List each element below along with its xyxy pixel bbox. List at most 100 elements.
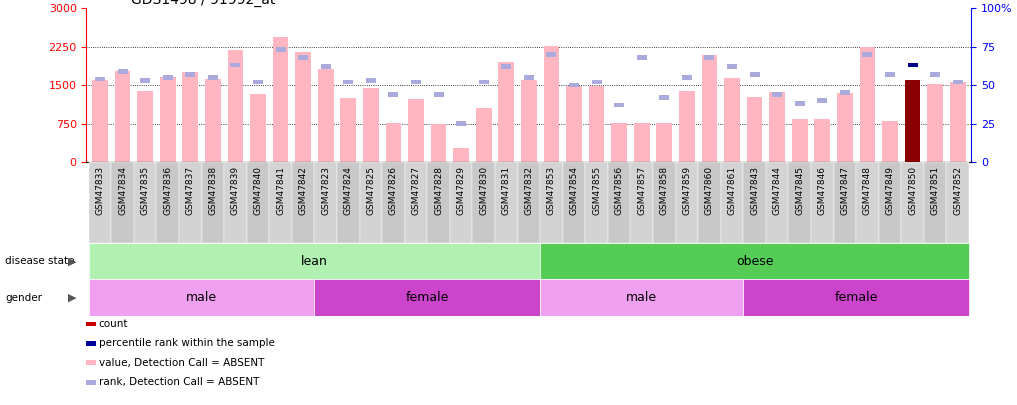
Bar	[721, 162, 743, 243]
Text: GSM47852: GSM47852	[953, 166, 962, 215]
Bar	[885, 72, 895, 77]
Bar	[501, 64, 512, 69]
Text: female: female	[834, 291, 878, 304]
Bar	[231, 63, 240, 67]
Bar	[656, 123, 672, 162]
Bar	[856, 162, 879, 243]
Text: GSM47842: GSM47842	[299, 166, 307, 215]
Text: GSM47834: GSM47834	[118, 166, 127, 215]
Text: disease state: disease state	[5, 256, 74, 266]
Bar	[295, 52, 311, 162]
Text: GSM47832: GSM47832	[525, 166, 533, 215]
Bar	[115, 71, 130, 162]
Text: GDS1498 / 91992_at: GDS1498 / 91992_at	[131, 0, 275, 7]
Text: ▶: ▶	[68, 293, 76, 303]
Bar	[118, 69, 127, 73]
Bar	[495, 162, 518, 243]
Bar	[498, 62, 515, 162]
Bar	[314, 279, 540, 316]
Text: male: male	[626, 291, 657, 304]
Text: count: count	[99, 319, 128, 329]
Bar	[611, 123, 627, 162]
Text: male: male	[186, 291, 217, 304]
Bar	[837, 93, 852, 162]
Bar	[905, 80, 920, 162]
Text: GSM47854: GSM47854	[570, 166, 579, 215]
Bar	[834, 162, 856, 243]
Bar	[250, 94, 265, 162]
Text: GSM47830: GSM47830	[479, 166, 488, 215]
Text: GSM47829: GSM47829	[457, 166, 466, 215]
Bar	[382, 162, 405, 243]
Bar	[476, 108, 491, 162]
Bar	[901, 162, 923, 243]
Bar	[947, 162, 969, 243]
Text: female: female	[406, 291, 448, 304]
Text: GSM47861: GSM47861	[727, 166, 736, 215]
Bar	[228, 50, 243, 162]
Bar	[521, 81, 537, 162]
Text: GSM47860: GSM47860	[705, 166, 714, 215]
Text: percentile rank within the sample: percentile rank within the sample	[99, 339, 275, 348]
Bar	[201, 162, 224, 243]
Bar	[430, 124, 446, 162]
Bar	[743, 162, 766, 243]
Text: GSM47824: GSM47824	[344, 166, 353, 215]
Text: GSM47828: GSM47828	[434, 166, 443, 215]
Bar	[207, 75, 218, 80]
Bar	[743, 279, 969, 316]
Bar	[589, 86, 604, 162]
Bar	[859, 47, 876, 162]
Bar	[341, 98, 356, 162]
Bar	[540, 279, 743, 316]
Text: lean: lean	[301, 255, 327, 268]
Bar	[273, 37, 289, 162]
Text: gender: gender	[5, 293, 42, 303]
Bar	[928, 84, 943, 162]
Bar	[433, 92, 443, 96]
Bar	[750, 72, 760, 77]
Bar	[653, 162, 675, 243]
Bar	[320, 64, 331, 69]
Bar	[473, 162, 495, 243]
Text: GSM47856: GSM47856	[614, 166, 623, 215]
Bar	[614, 103, 624, 107]
Bar	[879, 162, 901, 243]
Bar	[95, 77, 105, 81]
Bar	[766, 162, 788, 243]
Bar	[385, 123, 402, 162]
Bar	[585, 162, 608, 243]
Bar	[566, 86, 582, 162]
Bar	[540, 243, 969, 279]
Text: GSM47859: GSM47859	[682, 166, 692, 215]
Bar	[140, 78, 151, 83]
Text: GSM47836: GSM47836	[163, 166, 172, 215]
Bar	[292, 162, 314, 243]
Text: GSM47853: GSM47853	[547, 166, 556, 215]
Bar	[93, 80, 108, 162]
Text: obese: obese	[736, 255, 773, 268]
Bar	[543, 45, 559, 162]
Bar	[882, 121, 898, 162]
Text: value, Detection Call = ABSENT: value, Detection Call = ABSENT	[99, 358, 264, 368]
Bar	[163, 75, 173, 80]
Bar	[253, 80, 263, 84]
Bar	[411, 80, 421, 84]
Bar	[408, 99, 424, 162]
Text: GSM47855: GSM47855	[592, 166, 601, 215]
Text: GSM47838: GSM47838	[208, 166, 218, 215]
Text: GSM47849: GSM47849	[886, 166, 895, 215]
Bar	[950, 83, 965, 162]
Bar	[679, 91, 695, 162]
Bar	[270, 162, 292, 243]
Bar	[794, 101, 804, 106]
Bar	[681, 75, 692, 80]
Bar	[182, 72, 198, 162]
Bar	[862, 52, 873, 57]
Text: GSM47831: GSM47831	[501, 166, 511, 215]
Bar	[479, 80, 488, 84]
Text: GSM47858: GSM47858	[660, 166, 669, 215]
Text: GSM47846: GSM47846	[818, 166, 827, 215]
Text: GSM47848: GSM47848	[862, 166, 872, 215]
Bar	[570, 83, 579, 87]
